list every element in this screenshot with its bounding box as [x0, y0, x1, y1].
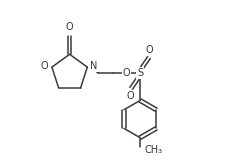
- Text: N: N: [90, 61, 97, 71]
- Text: O: O: [40, 61, 48, 71]
- Text: O: O: [66, 22, 73, 32]
- Text: O: O: [126, 91, 134, 101]
- Text: CH₃: CH₃: [144, 145, 163, 155]
- Text: O: O: [146, 45, 153, 55]
- Text: S: S: [136, 68, 142, 78]
- Text: O: O: [122, 68, 130, 78]
